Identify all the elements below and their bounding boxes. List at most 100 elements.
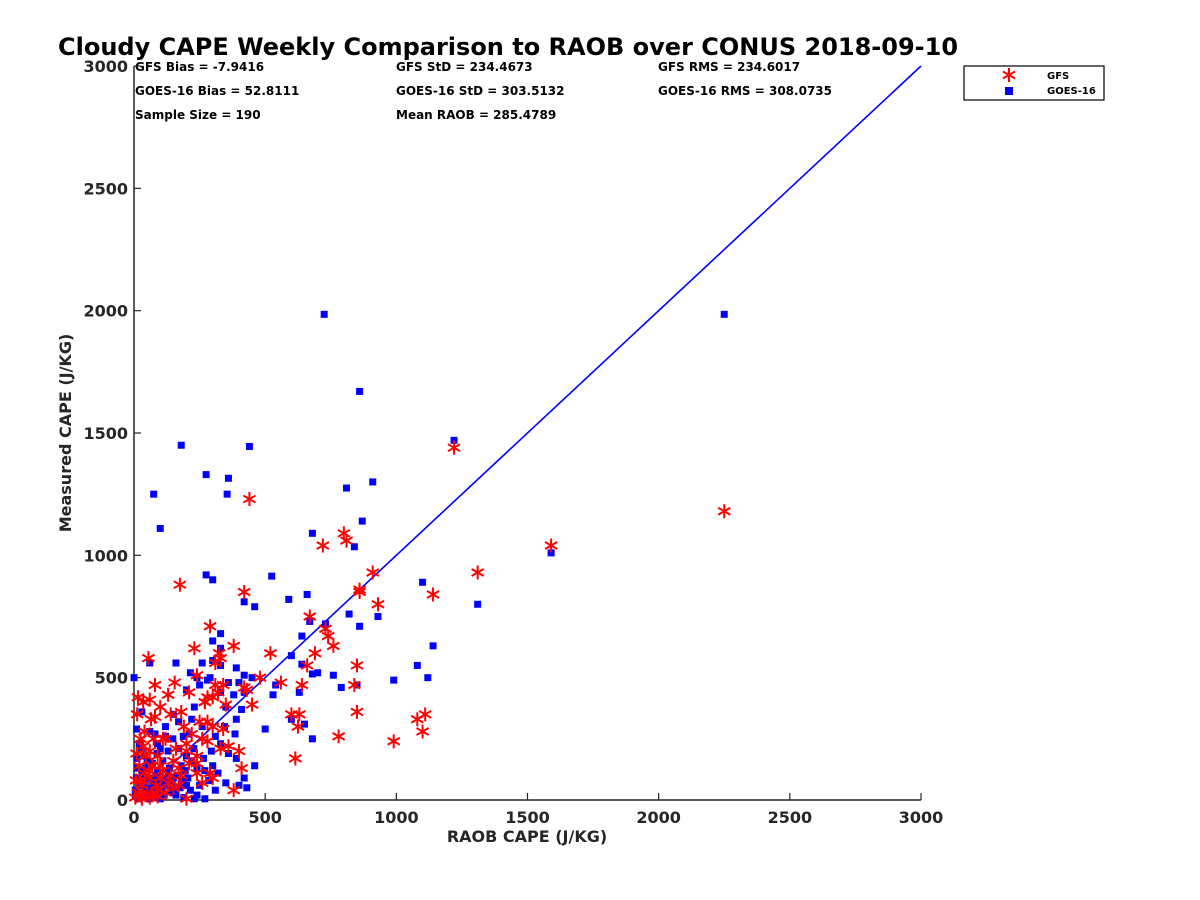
goes16-point (200, 754, 208, 762)
stat-mean-raob: Mean RAOB = 285.4789 (396, 108, 556, 122)
goes16-point (269, 691, 277, 699)
goes16-point (268, 572, 276, 580)
goes16-point (345, 610, 353, 618)
goes16-point (424, 674, 432, 682)
goes16-point (151, 730, 159, 738)
goes16-point (135, 781, 143, 789)
goes16-point (179, 776, 187, 784)
goes16-point (209, 762, 217, 770)
gfs-point (221, 739, 236, 754)
goes16-point (143, 757, 151, 765)
goes16-point (164, 747, 172, 755)
goes16-point (353, 681, 361, 689)
gfs-point (206, 770, 220, 785)
gfs-point (156, 731, 170, 746)
gfs-point (130, 707, 144, 722)
goes16-point (337, 683, 345, 691)
goes16-point (156, 745, 164, 753)
goes16-point (369, 478, 377, 486)
gfs-point (371, 597, 385, 612)
gfs-point (203, 619, 217, 634)
goes16-point (193, 791, 201, 799)
goes16-point (298, 660, 306, 668)
goes16-point (185, 730, 193, 738)
gfs-point (143, 692, 157, 707)
goes16-point (232, 715, 240, 723)
y-tick-label: 2500 (83, 179, 128, 198)
goes16-point (198, 659, 206, 667)
goes16-point (217, 630, 225, 638)
goes16-point (320, 310, 328, 318)
goes16-point (301, 720, 309, 728)
goes16-point (144, 791, 152, 799)
x-tick-label: 2500 (768, 808, 813, 827)
gfs-point (544, 538, 558, 553)
gfs-point (161, 687, 175, 702)
gfs-point (416, 724, 430, 739)
gfs-point (164, 707, 178, 722)
gfs-point (164, 768, 178, 783)
goes16-point (172, 659, 180, 667)
stat-goes-std: GOES-16 StD = 303.5132 (396, 84, 565, 98)
gfs-point (161, 775, 175, 790)
gfs-point (174, 768, 188, 783)
goes16-point (243, 784, 251, 792)
y-tick-label: 1000 (83, 546, 128, 565)
goes16-point (211, 732, 219, 740)
legend-gfs-asterisk (1002, 68, 1016, 82)
goes16-point (240, 774, 248, 782)
gfs-point (151, 783, 165, 798)
goes16-point (201, 795, 209, 803)
goes16-point (214, 769, 222, 777)
legend-gfs-marker (1002, 68, 1016, 82)
gfs-point (208, 655, 222, 670)
gfs-point (200, 690, 215, 705)
chart-title: Cloudy CAPE Weekly Comparison to RAOB ov… (58, 33, 958, 61)
gfs-point (353, 585, 367, 600)
gfs-point (169, 741, 183, 756)
goes16-point (169, 710, 177, 718)
goes16-point (358, 517, 366, 525)
goes16-point (168, 779, 176, 787)
gfs-point (471, 565, 485, 580)
goes16-point (285, 595, 293, 603)
gfs-point (179, 744, 194, 759)
goes16-point (235, 781, 243, 789)
goes16-point (295, 688, 303, 696)
goes16-point (235, 679, 243, 687)
y-tick-label: 3000 (83, 57, 128, 76)
goes16-point (251, 762, 259, 770)
gfs-point (173, 577, 187, 592)
gfs-point (148, 678, 162, 693)
goes16-point (176, 784, 184, 792)
goes16-point (175, 718, 183, 726)
gfs-point (214, 741, 228, 756)
goes16-point (374, 613, 382, 620)
goes16-point (196, 681, 204, 689)
gfs-point (206, 719, 220, 734)
goes16-point (217, 688, 225, 696)
goes16-point (232, 754, 240, 762)
goes16-point (133, 725, 141, 733)
goes16-point (137, 745, 145, 753)
x-tick-label: 3000 (899, 808, 944, 827)
goes16-point (182, 781, 190, 789)
goes16-point (240, 671, 248, 679)
gfs-point (717, 504, 731, 519)
x-tick-label: 1000 (374, 808, 419, 827)
gfs-point (337, 526, 351, 541)
goes16-point (308, 735, 316, 743)
goes16-point (303, 590, 311, 598)
x-tick-label: 500 (248, 808, 281, 827)
y-tick-label: 2000 (83, 302, 128, 321)
y-tick-label: 0 (117, 791, 128, 810)
goes16-point (134, 764, 142, 772)
gfs-point (200, 734, 215, 749)
one-to-one-line (133, 65, 922, 801)
stat-goes-bias: GOES-16 Bias = 52.8111 (135, 84, 299, 98)
gfs-point (295, 678, 309, 693)
gfs-point (426, 587, 440, 602)
goes16-point (547, 549, 555, 557)
gfs-point (166, 753, 180, 768)
